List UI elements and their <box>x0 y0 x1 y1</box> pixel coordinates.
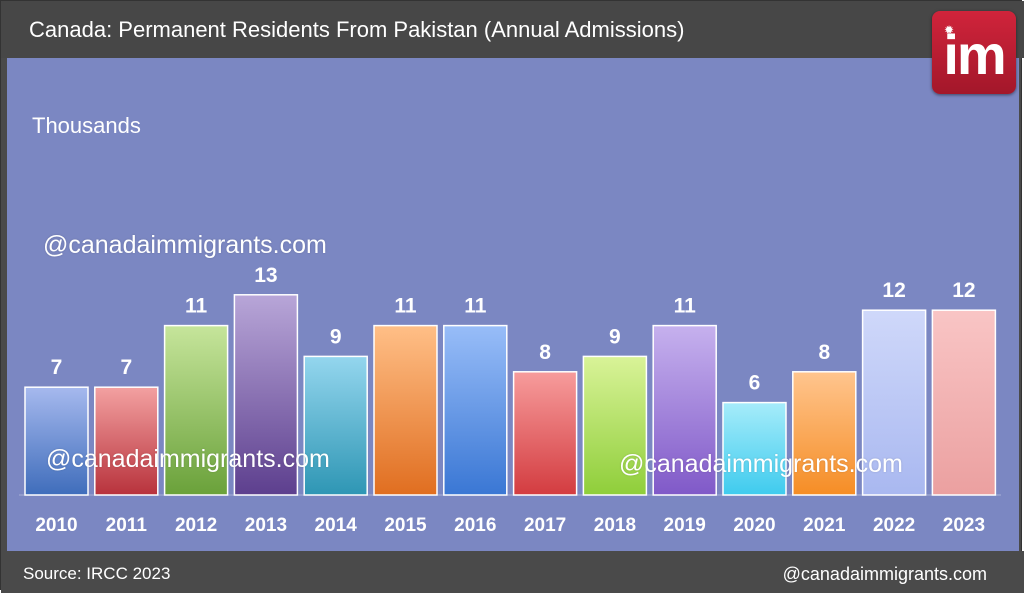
bar-2011 <box>94 386 159 496</box>
bar-value-label-2022: 12 <box>882 279 905 302</box>
y-unit-label: Thousands <box>32 113 141 138</box>
x-tick-label-2013: 2013 <box>245 515 287 536</box>
x-tick-label-2014: 2014 <box>315 515 358 536</box>
chart-title: Canada: Permanent Residents From Pakista… <box>29 17 685 42</box>
bar-2021 <box>792 371 857 496</box>
footer-bar <box>1 551 1024 593</box>
bar-value-label-2012: 11 <box>185 295 208 318</box>
bar-2013 <box>233 294 299 496</box>
bar-2010 <box>24 386 89 496</box>
bar-2012 <box>163 324 229 496</box>
x-tick-label-2012: 2012 <box>175 515 217 536</box>
bar-value-label-2011: 7 <box>120 356 132 379</box>
bar-2022 <box>861 309 927 496</box>
bar-2016 <box>443 324 508 496</box>
x-tick-label-2022: 2022 <box>873 515 915 536</box>
watermark-bottom-right: @canadaimmigrants.com <box>619 450 903 478</box>
bar-value-label-2019: 11 <box>674 295 697 318</box>
bar-2018 <box>582 355 648 496</box>
x-tick-label-2021: 2021 <box>803 515 846 536</box>
x-tick-label-2018: 2018 <box>594 515 636 536</box>
x-tick-label-2017: 2017 <box>524 515 566 536</box>
source-note: Source: IRCC 2023 <box>23 564 171 583</box>
bar-value-label-2020: 6 <box>749 372 761 395</box>
bar-value-label-2017: 8 <box>539 341 551 364</box>
header-bar: Canada: Permanent Residents From Pakista… <box>1 1 1024 58</box>
bar-value-label-2013: 13 <box>254 264 277 287</box>
x-tick-label-2020: 2020 <box>733 515 775 536</box>
watermark-top: @canadaimmigrants.com <box>43 231 327 259</box>
bar-value-label-2010: 7 <box>51 356 63 379</box>
maple-leaf-icon: ✹ <box>944 23 955 37</box>
bar-2015 <box>373 324 438 496</box>
bar-2023 <box>931 309 997 496</box>
bar-value-label-2016: 11 <box>464 295 487 318</box>
brand-logo[interactable]: ✹ im <box>932 11 1016 94</box>
x-tick-label-2015: 2015 <box>384 515 427 536</box>
bar-2020 <box>722 401 787 496</box>
logo-text: im <box>943 23 1006 86</box>
bar-2017 <box>512 371 578 496</box>
bar-2014 <box>303 355 368 496</box>
bar-2019 <box>652 324 717 496</box>
bar-value-label-2014: 9 <box>330 325 342 348</box>
bar-value-label-2021: 8 <box>818 341 830 364</box>
x-tick-label-2016: 2016 <box>454 515 496 536</box>
watermark-bottom-left: @canadaimmigrants.com <box>46 445 330 473</box>
bar-value-label-2018: 9 <box>609 325 621 348</box>
x-tick-label-2010: 2010 <box>35 515 77 536</box>
footer-brand-link[interactable]: @canadaimmigrants.com <box>782 564 987 584</box>
x-tick-label-2019: 2019 <box>664 515 706 536</box>
bar-value-label-2023: 12 <box>952 279 975 302</box>
x-tick-label-2023: 2023 <box>943 515 985 536</box>
bar-value-label-2015: 11 <box>394 295 417 318</box>
x-tick-label-2011: 2011 <box>106 515 148 536</box>
